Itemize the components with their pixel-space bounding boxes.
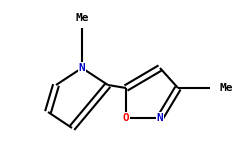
Text: O: O: [123, 113, 129, 123]
Text: Me: Me: [75, 13, 89, 23]
Text: Me: Me: [220, 83, 233, 93]
Text: N: N: [157, 113, 163, 123]
Text: N: N: [79, 63, 85, 73]
